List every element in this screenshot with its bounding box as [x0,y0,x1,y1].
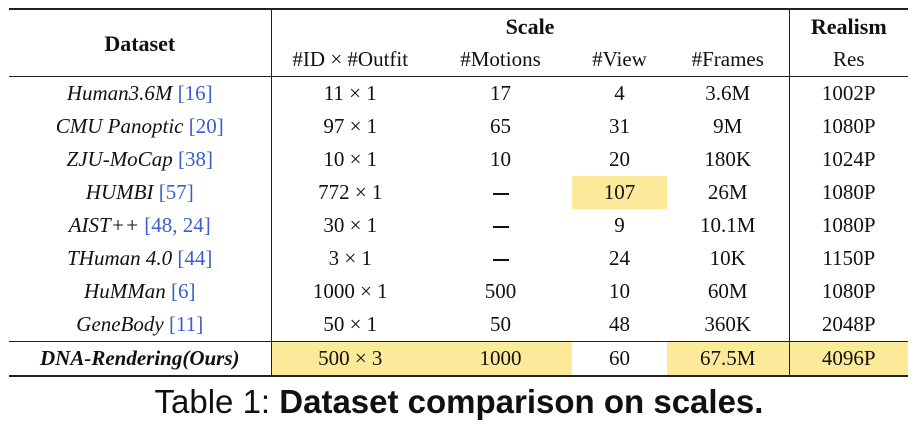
frames-cell: 60M [707,279,748,303]
dash-mark [492,193,509,196]
dataset-name-cell: GeneBody [11] [9,308,272,342]
dataset-name: HuMMan [84,279,166,303]
motions-cell: 65 [490,114,511,138]
citation-link[interactable]: [38] [177,147,213,171]
frames-cell: 10.1M [700,213,756,237]
outfit-cell: 50 × 1 [323,312,378,336]
motions-cell: 50 [490,312,511,336]
header-id-outfit: #ID × #Outfit [292,47,409,71]
frames-cell: 360K [704,312,752,336]
motions-cell: 500 [484,279,517,303]
dataset-name-cell: CMU Panoptic [20] [9,110,272,143]
citation-link[interactable]: [48, 24] [144,213,211,237]
view-cell: 4 [572,76,667,110]
frames-cell: 180K [704,147,752,171]
citation-link[interactable]: [6] [170,279,196,303]
motions-cell: 17 [429,76,572,110]
dataset-name: GeneBody [76,312,164,336]
dataset-name-cell: Human3.6M [16] [9,76,272,110]
citation-link[interactable]: [11] [169,312,204,336]
frames-cell: 3.6M [667,76,790,110]
dataset-name: THuman 4.0 [67,246,173,270]
dataset-name: ZJU-MoCap [66,147,173,171]
citation-link[interactable]: [20] [188,114,224,138]
motions-cell [429,242,572,275]
citation-link[interactable]: [16] [177,81,213,105]
citation-link[interactable]: [44] [177,246,213,270]
outfit-cell: 500 × 3 [271,341,429,377]
citation-link[interactable]: [57] [158,180,194,204]
frames-cell: 67.5M [667,341,790,377]
outfit-cell: 97 × 1 [323,114,378,138]
dash-mark [492,259,509,262]
dataset-name: DNA-Rendering(Ours) [39,346,240,370]
table-row: Human3.6M [16] 11 × 1 17 4 3.6M 1002P [9,76,909,110]
view-cell: 60 [572,341,667,377]
dataset-name: Human3.6M [66,81,173,105]
dataset-name-cell: HuMMan [6] [9,275,272,308]
dataset-name-cell: AIST++ [48, 24] [9,209,272,242]
dataset-name: HUMBI [85,180,154,204]
table-row: HuMMan [6] 1000 × 1 500 10 60M 1080P [9,275,909,308]
res-cell: 1150P [788,242,909,275]
dataset-name-cell: THuman 4.0 [44] [9,242,272,275]
table-row-ours: DNA-Rendering(Ours) 500 × 3 1000 60 67.5M 409… [9,341,909,377]
outfit-cell: 30 × 1 [323,213,378,237]
frames-cell: 9M [713,114,743,138]
header-realism: Realism [788,8,909,43]
view-cell: 9 [614,213,625,237]
motions-cell [429,176,572,209]
view-cell: 10 [609,279,630,303]
view-cell: 24 [609,246,630,270]
dataset-name: CMU Panoptic [55,114,184,138]
table-row: GeneBody [11] 50 × 1 50 48 360K 2048P [9,308,909,342]
table-row: HUMBI [57] 772 × 1 107 26M 1080P [9,176,909,209]
view-cell: 48 [609,312,630,336]
view-cell: 20 [609,147,630,171]
dataset-name: AIST++ [68,213,140,237]
table-row: AIST++ [48, 24] 30 × 1 9 10.1M 1080P [9,209,909,242]
comparison-table-container: Dataset Scale Realism #ID × #Outfit #Mot… [9,8,909,377]
dataset-name-cell: DNA-Rendering(Ours) [9,341,272,377]
outfit-cell: 11 × 1 [271,76,429,110]
dataset-comparison-table: Dataset Scale Realism #ID × #Outfit #Mot… [9,8,909,377]
view-cell: 107 [572,176,667,209]
table-body: Human3.6M [16] 11 × 1 17 4 3.6M 1002P CMU Pano… [9,76,909,377]
header-view: #View [592,47,647,71]
dash-mark [492,226,509,229]
motions-cell: 1000 [429,341,572,377]
motions-cell [429,209,572,242]
res-cell: 1080P [788,275,909,308]
res-cell: 1080P [788,110,909,143]
outfit-cell: 10 × 1 [323,147,378,171]
header-motions: #Motions [460,47,541,71]
caption-title: Dataset comparison on scales. [279,383,764,420]
table-row: THuman 4.0 [44] 3 × 1 24 10K 1150P [9,242,909,275]
frames-cell: 10K [709,246,746,270]
res-cell: 1080P [788,176,909,209]
motions-cell: 10 [490,147,511,171]
outfit-cell: 3 × 1 [328,246,372,270]
frames-cell: 26M [707,180,748,204]
res-cell: 2048P [788,308,909,342]
res-cell: 4096P [788,341,909,377]
outfit-cell: 772 × 1 [318,180,383,204]
table-row: ZJU-MoCap [38] 10 × 1 10 20 180K 1024P [9,143,909,176]
view-cell: 31 [609,114,630,138]
res-cell: 1002P [788,76,909,110]
res-cell: 1024P [788,143,909,176]
caption-prefix: Table 1: [154,383,280,420]
dataset-name-cell: HUMBI [57] [9,176,272,209]
header-dataset: Dataset [9,8,272,77]
header-frames: #Frames [691,47,764,71]
table-row: CMU Panoptic [20] 97 × 1 65 31 9M 1080P [9,110,909,143]
outfit-cell: 1000 × 1 [312,279,388,303]
dataset-name-cell: ZJU-MoCap [38] [9,143,272,176]
table-caption: Table 1: Dataset comparison on scales. [0,383,918,421]
header-scale: Scale [271,8,790,43]
res-cell: 1080P [788,209,909,242]
header-res: Res [788,43,909,77]
